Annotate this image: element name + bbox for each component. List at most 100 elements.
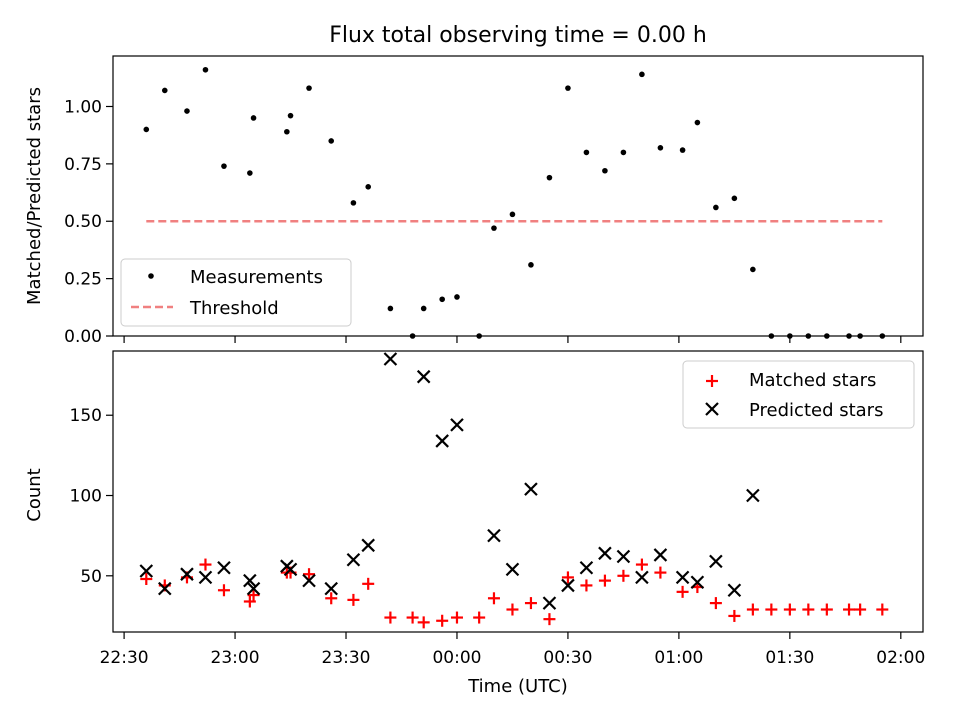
x-axis-label: Time (UTC) [467, 676, 568, 697]
measurement-point [454, 294, 460, 300]
count-y-tick-label: 50 [80, 567, 102, 587]
predicted-star-point [690, 575, 705, 590]
predicted-star-point [542, 596, 557, 610]
count-legend: Matched stars Predicted stars [682, 360, 915, 429]
matched-star-point [580, 579, 593, 592]
measurement-point [287, 112, 294, 119]
measurement-point [284, 128, 290, 135]
measurement-point [713, 204, 719, 211]
predicted-star-point [302, 573, 316, 588]
matched-star-point [783, 603, 796, 616]
matched-star-point [199, 558, 212, 571]
matched-star-point [140, 573, 153, 586]
legend-label-threshold: Threshold [189, 298, 279, 319]
matched-star-point [765, 603, 778, 616]
measurement-point [221, 163, 227, 169]
matched-star-point [746, 603, 759, 616]
measurement-point [679, 147, 686, 153]
matched-star-point [676, 585, 689, 598]
measurement-point [731, 195, 738, 202]
predicted-star-point [616, 549, 631, 564]
x-tick-label: 23:00 [211, 648, 260, 668]
predicted-star-point [579, 560, 594, 575]
legend-marker-matched [706, 375, 718, 387]
measurement-point [528, 262, 534, 268]
matched-star-point [802, 603, 815, 616]
matched-star-point [450, 611, 463, 624]
matched-star-point [617, 569, 630, 582]
matched-star-point [303, 568, 316, 581]
predicted-star-point [324, 581, 338, 596]
measurement-point [350, 200, 357, 206]
predicted-star-point [450, 418, 464, 432]
count-marks [139, 352, 889, 629]
predicted-star-point [217, 560, 231, 575]
matched-star-point [247, 589, 260, 602]
count-x-ticks: 22:30 23:00 23:30 00:00 00:30 01:00 01:30 02:00 [100, 632, 925, 668]
matched-star-point [728, 609, 741, 622]
ratio-y-tick-label: 0.25 [64, 270, 102, 290]
predicted-star-point [435, 434, 449, 448]
legend-marker-measurements [148, 273, 154, 279]
count-y-tick-label: 150 [70, 406, 102, 426]
count-plot-frame [112, 350, 924, 633]
predicted-star-point [524, 482, 538, 496]
matched-star-point [384, 611, 397, 624]
ratio-legend: Measurements Threshold [120, 258, 352, 327]
predicted-star-point [361, 538, 375, 553]
measurement-point [250, 115, 257, 121]
measurement-point [639, 71, 645, 78]
legend-marker-predicted [705, 402, 719, 416]
matched-star-point [473, 611, 486, 624]
matched-star-point [406, 611, 419, 624]
x-tick-label: 01:00 [654, 648, 703, 668]
matched-star-point [417, 616, 430, 629]
measurement-point [306, 85, 312, 91]
ratio-panel: 0.00 0.25 0.50 0.75 1.00 Matched/Predicted s… [24, 55, 924, 347]
predicted-star-point [675, 570, 690, 585]
measurement-point [387, 305, 394, 312]
ratio-x-ticks [123, 336, 902, 343]
ratio-plot-frame [112, 55, 924, 337]
matched-star-point [635, 558, 648, 571]
predicted-star-point [246, 581, 261, 596]
measurement-point [750, 266, 756, 273]
measurement-point [328, 138, 335, 144]
x-tick-label: 00:30 [543, 648, 592, 668]
measurement-point [694, 119, 701, 126]
ratio-y-tick-label: 0.00 [64, 327, 102, 347]
predicted-star-point [283, 562, 298, 577]
matched-star-point [598, 574, 611, 587]
predicted-star-point [198, 570, 213, 585]
predicted-star-point [180, 567, 194, 581]
ratio-y-tick-label: 1.00 [64, 97, 102, 117]
predicted-star-point [746, 488, 760, 503]
matched-star-point [876, 603, 889, 616]
ratio-y-axis-label: Matched/Predicted stars [24, 87, 45, 305]
measurement-point [439, 296, 445, 303]
matched-star-point [524, 597, 537, 610]
matched-star-point [543, 613, 556, 626]
matched-star-point [709, 597, 722, 610]
x-tick-label: 00:00 [432, 648, 481, 668]
predicted-star-point [346, 552, 361, 567]
matched-star-point [854, 603, 867, 616]
count-y-axis-label: Count [24, 468, 45, 521]
x-tick-label: 23:30 [322, 648, 371, 668]
measurement-point [565, 85, 571, 91]
chart-title: Flux total observing time = 0.00 h [329, 23, 707, 48]
predicted-star-point [561, 578, 575, 593]
matched-star-point [325, 592, 338, 605]
measurement-point [657, 145, 664, 151]
ratio-y-tick-label: 0.50 [64, 212, 102, 232]
ratio-marks [143, 66, 886, 339]
matched-star-point [561, 571, 574, 584]
predicted-star-point [727, 583, 742, 598]
count-y-ticks: 50 100 150 [70, 406, 113, 587]
matched-star-point [843, 603, 856, 616]
predicted-star-point [487, 528, 501, 543]
measurement-point [602, 167, 608, 174]
predicted-star-point [505, 562, 520, 577]
predicted-star-point [383, 352, 398, 366]
